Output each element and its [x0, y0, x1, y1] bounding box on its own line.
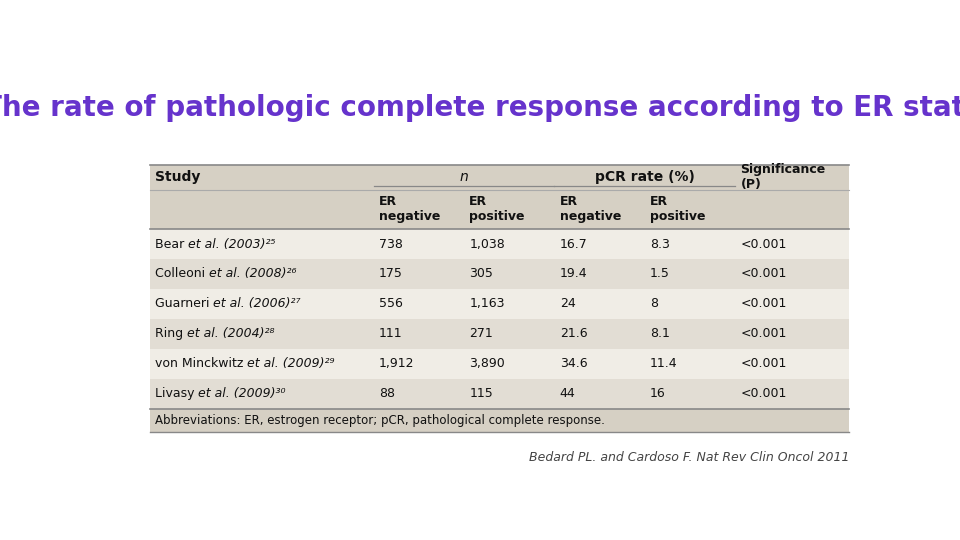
Text: 1,038: 1,038 — [469, 238, 505, 251]
Text: Abbreviations: ER, estrogen receptor; pCR, pathological complete response.: Abbreviations: ER, estrogen receptor; pC… — [155, 414, 605, 427]
Text: 111: 111 — [379, 327, 402, 340]
Bar — [150, 349, 849, 379]
Text: <0.001: <0.001 — [740, 298, 787, 310]
Text: et al. (2006)²⁷: et al. (2006)²⁷ — [213, 298, 301, 310]
Text: pCR rate (%): pCR rate (%) — [595, 170, 695, 184]
Text: 34.6: 34.6 — [560, 357, 588, 370]
Text: 19.4: 19.4 — [560, 267, 588, 280]
Text: 8.1: 8.1 — [650, 327, 670, 340]
Text: 115: 115 — [469, 387, 493, 400]
Text: Livasy: Livasy — [155, 387, 199, 400]
Text: ER
positive: ER positive — [469, 195, 525, 224]
Text: 8.3: 8.3 — [650, 238, 670, 251]
Text: et al. (2004)²⁸: et al. (2004)²⁸ — [187, 327, 275, 340]
Text: The rate of pathologic complete response according to ER status: The rate of pathologic complete response… — [0, 94, 960, 122]
Text: <0.001: <0.001 — [740, 267, 787, 280]
Text: 21.6: 21.6 — [560, 327, 588, 340]
Text: <0.001: <0.001 — [740, 357, 787, 370]
Text: et al. (2003)²⁵: et al. (2003)²⁵ — [188, 238, 276, 251]
Text: Bedard PL. and Cardoso F. Nat Rev Clin Oncol 2011: Bedard PL. and Cardoso F. Nat Rev Clin O… — [529, 451, 849, 464]
Text: 305: 305 — [469, 267, 493, 280]
Bar — [150, 319, 849, 349]
Text: ER
negative: ER negative — [379, 195, 441, 224]
Text: 88: 88 — [379, 387, 395, 400]
Bar — [150, 379, 849, 409]
Bar — [150, 409, 849, 431]
Text: 1,163: 1,163 — [469, 298, 505, 310]
Text: 556: 556 — [379, 298, 403, 310]
Text: 1,912: 1,912 — [379, 357, 415, 370]
Text: Study: Study — [155, 170, 201, 184]
Text: et al. (2008)²⁶: et al. (2008)²⁶ — [209, 267, 297, 280]
Text: ER
positive: ER positive — [650, 195, 706, 224]
Text: 271: 271 — [469, 327, 493, 340]
Text: et al. (2009)²⁹: et al. (2009)²⁹ — [248, 357, 335, 370]
Text: 175: 175 — [379, 267, 403, 280]
Bar — [150, 259, 849, 289]
Text: 11.4: 11.4 — [650, 357, 678, 370]
Text: 16.7: 16.7 — [560, 238, 588, 251]
Text: Significance
(P): Significance (P) — [740, 163, 826, 191]
Text: <0.001: <0.001 — [740, 387, 787, 400]
Text: 1.5: 1.5 — [650, 267, 670, 280]
Text: <0.001: <0.001 — [740, 327, 787, 340]
Text: von Minckwitz: von Minckwitz — [155, 357, 248, 370]
Text: ER
negative: ER negative — [560, 195, 621, 224]
Text: n: n — [460, 170, 468, 184]
Text: <0.001: <0.001 — [740, 238, 787, 251]
Text: Colleoni: Colleoni — [155, 267, 209, 280]
Bar — [150, 165, 849, 229]
Text: 24: 24 — [560, 298, 575, 310]
Text: 8: 8 — [650, 298, 658, 310]
Bar — [150, 289, 849, 319]
Text: 738: 738 — [379, 238, 403, 251]
Text: 3,890: 3,890 — [469, 357, 505, 370]
Text: 44: 44 — [560, 387, 575, 400]
Text: Bear: Bear — [155, 238, 188, 251]
Text: et al. (2009)³⁰: et al. (2009)³⁰ — [199, 387, 286, 400]
Text: 16: 16 — [650, 387, 666, 400]
Text: Guarneri: Guarneri — [155, 298, 213, 310]
Text: Ring: Ring — [155, 327, 187, 340]
Bar — [150, 229, 849, 259]
